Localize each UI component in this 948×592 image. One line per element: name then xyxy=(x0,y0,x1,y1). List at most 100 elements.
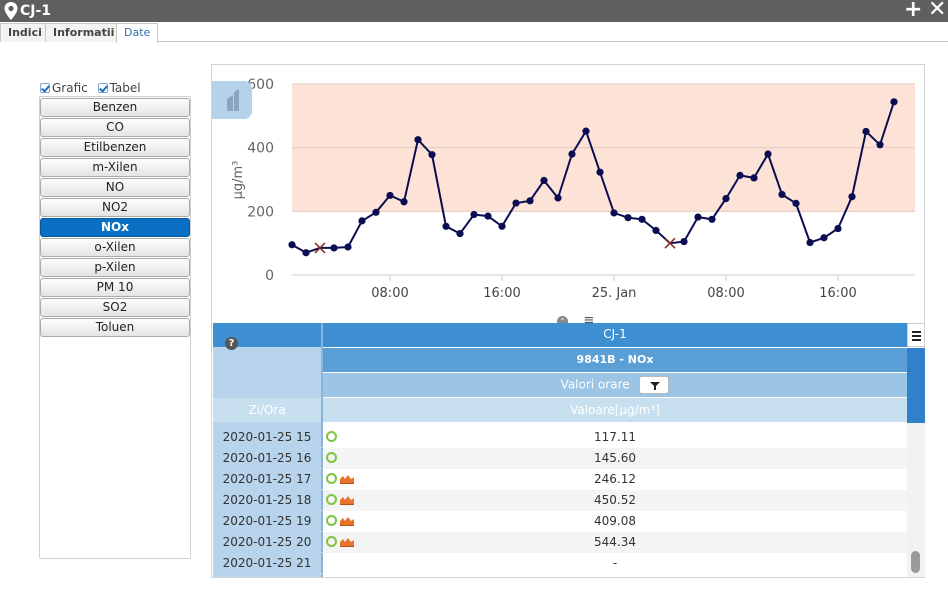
data-point[interactable] xyxy=(820,234,828,242)
row-value: 450.52 xyxy=(594,493,636,507)
data-point[interactable] xyxy=(848,193,856,201)
drag-handle-icon[interactable]: ≡ xyxy=(583,313,595,328)
data-point[interactable] xyxy=(498,222,506,230)
table-menu-icon[interactable] xyxy=(907,323,925,347)
data-point[interactable] xyxy=(456,230,464,238)
add-icon[interactable]: + xyxy=(904,0,923,22)
chart-side-tab[interactable] xyxy=(212,81,252,119)
pollutant-button-benzen[interactable]: Benzen xyxy=(40,98,190,117)
table-header-period: Valori orare xyxy=(323,373,907,397)
data-point[interactable] xyxy=(596,168,604,176)
pollutant-panel: Benzen CO Etilbenzen m-Xilen NO NO2 NOx o-Xilen… xyxy=(39,96,191,559)
data-point[interactable] xyxy=(386,191,394,200)
y-tick-label: 0 xyxy=(265,268,274,284)
column-header-value[interactable]: Valoare[µg/m³] xyxy=(570,403,660,417)
data-point[interactable] xyxy=(288,241,296,249)
data-point[interactable] xyxy=(890,98,898,106)
data-point[interactable] xyxy=(414,136,422,144)
data-point[interactable] xyxy=(372,208,380,216)
pollutant-button-so2[interactable]: SO2 xyxy=(40,298,190,317)
pollutant-button-no[interactable]: NO xyxy=(40,178,190,197)
data-point[interactable] xyxy=(736,171,744,179)
tabel-option[interactable]: Tabel xyxy=(97,81,141,95)
data-point[interactable] xyxy=(428,151,436,159)
tab-informatii[interactable]: Informatii xyxy=(45,23,123,42)
valid-status-icon xyxy=(326,431,337,442)
chart-type-icon xyxy=(227,89,239,111)
data-point[interactable] xyxy=(778,190,786,199)
filter-button[interactable] xyxy=(639,376,670,394)
data-point[interactable] xyxy=(358,217,366,225)
tab-indici[interactable]: Indici xyxy=(0,23,50,42)
table-header-station: CJ-1 xyxy=(213,323,907,347)
row-value: 145.60 xyxy=(594,451,636,465)
data-point[interactable] xyxy=(680,237,688,246)
x-tick-label: 16:00 xyxy=(483,286,520,301)
help-icon[interactable]: ? xyxy=(225,337,238,350)
pollutant-button-p-xilen[interactable]: p-Xilen xyxy=(40,258,190,277)
data-point[interactable] xyxy=(400,198,408,206)
data-point[interactable] xyxy=(750,174,758,182)
invalid-point-marker[interactable] xyxy=(314,242,326,254)
pollutant-button-etilbenzen[interactable]: Etilbenzen xyxy=(40,138,190,157)
data-point[interactable] xyxy=(470,210,478,219)
pollutant-button-toluen[interactable]: Toluen xyxy=(40,318,190,337)
valid-status-icon xyxy=(326,494,337,505)
row-date: 2020-01-25 16 xyxy=(213,451,321,471)
pollutant-button-o-xilen[interactable]: o-Xilen xyxy=(40,238,190,257)
data-point[interactable] xyxy=(302,249,310,257)
pollutant-button-co[interactable]: CO xyxy=(40,118,190,137)
window-title: CJ-1 xyxy=(20,3,52,19)
data-point[interactable] xyxy=(834,224,842,233)
data-point[interactable] xyxy=(638,215,646,223)
row-date: 2020-01-25 20 xyxy=(213,535,321,555)
tabel-label: Tabel xyxy=(109,81,141,95)
data-point[interactable] xyxy=(442,222,450,230)
invalid-point-marker[interactable] xyxy=(664,237,676,249)
table-row: 2020-01-25 15 117.11 xyxy=(213,427,907,450)
data-point[interactable] xyxy=(526,197,534,205)
grafic-option[interactable]: Grafic xyxy=(40,81,88,95)
data-point[interactable] xyxy=(624,214,632,222)
header-scroll-area xyxy=(907,348,925,423)
pollutant-button-m-xilen[interactable]: m-Xilen xyxy=(40,158,190,177)
pollutant-button-pm-10[interactable]: PM 10 xyxy=(40,278,190,297)
data-point[interactable] xyxy=(694,213,702,221)
data-point[interactable] xyxy=(610,209,618,217)
data-point[interactable] xyxy=(722,195,730,203)
data-point[interactable] xyxy=(806,238,814,247)
data-point[interactable] xyxy=(708,215,716,223)
panel-splitter[interactable]: ⌃ ≡ xyxy=(557,313,594,328)
table-row: 2020-01-25 18 450.52 xyxy=(213,490,907,513)
data-point[interactable] xyxy=(582,127,590,135)
row-value-cell: 145.60 xyxy=(323,448,907,469)
data-point[interactable] xyxy=(344,243,352,251)
collapse-icon[interactable]: ⌃ xyxy=(557,316,568,327)
table-row: 2020-01-25 16 145.60 xyxy=(213,448,907,471)
tab-date[interactable]: Date xyxy=(116,23,159,43)
data-point[interactable] xyxy=(862,127,870,136)
data-point[interactable] xyxy=(554,194,562,202)
close-icon[interactable]: ✕ xyxy=(928,0,947,22)
exceedance-icon xyxy=(340,538,354,547)
table-scrollbar-thumb[interactable] xyxy=(911,551,920,573)
valid-status-icon xyxy=(326,473,337,484)
data-point[interactable] xyxy=(792,199,800,207)
grafic-checkbox[interactable] xyxy=(40,83,50,93)
data-point[interactable] xyxy=(764,150,772,158)
data-point[interactable] xyxy=(540,176,548,185)
tabel-checkbox[interactable] xyxy=(97,83,108,93)
row-value: 409.08 xyxy=(594,514,636,528)
pollutant-button-nox[interactable]: NOx xyxy=(40,218,190,237)
table-scrollbar[interactable] xyxy=(907,423,925,577)
data-point[interactable] xyxy=(652,226,660,235)
exceedance-icon xyxy=(340,517,354,526)
column-header-date[interactable]: Zi/Ora xyxy=(248,403,286,417)
data-point[interactable] xyxy=(484,212,492,220)
pollutant-button-no2[interactable]: NO2 xyxy=(40,198,190,217)
data-point[interactable] xyxy=(512,199,520,207)
data-point[interactable] xyxy=(330,244,338,252)
data-point[interactable] xyxy=(876,141,884,149)
data-point[interactable] xyxy=(568,150,576,158)
